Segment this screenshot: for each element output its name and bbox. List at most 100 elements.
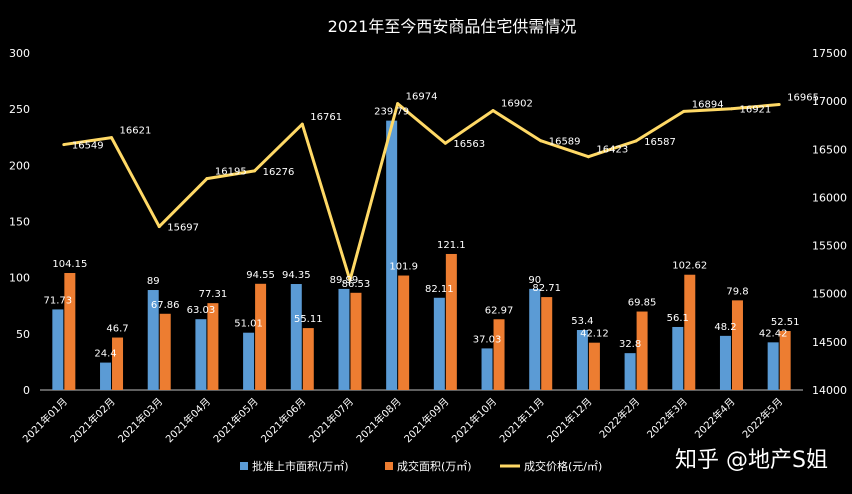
y-right-tick-label: 16000 xyxy=(812,191,847,204)
price-label: 16276 xyxy=(263,167,295,178)
bar-supply-label: 239.79 xyxy=(374,107,409,118)
bar-supply-label: 51.01 xyxy=(234,319,263,330)
bar-supply xyxy=(243,332,255,390)
price-point xyxy=(729,107,733,111)
y-right-tick-label: 14500 xyxy=(812,336,847,349)
bar-sold-label: 121.1 xyxy=(437,240,466,251)
bar-supply-label: 94.35 xyxy=(282,270,311,281)
price-label: 16563 xyxy=(453,139,485,150)
category-label: 2021年10月 xyxy=(449,395,499,445)
price-point xyxy=(205,177,209,181)
y-left-tick-label: 200 xyxy=(9,159,30,172)
price-point xyxy=(586,155,590,159)
bar-supply-label: 89.99 xyxy=(330,275,359,286)
price-label: 16423 xyxy=(596,145,628,156)
price-label: 16549 xyxy=(72,141,104,152)
bar-supply-label: 48.2 xyxy=(714,322,736,333)
price-label: 16965 xyxy=(787,93,819,104)
bar-supply-label: 90 xyxy=(528,275,541,286)
y-right-tick-label: 15500 xyxy=(812,240,847,253)
y-left-tick-label: 0 xyxy=(23,384,30,397)
bar-supply xyxy=(338,288,350,390)
bar-supply-label: 24.4 xyxy=(94,349,116,360)
y-right-tick-label: 14000 xyxy=(812,384,847,397)
bar-sold xyxy=(493,319,505,390)
price-point xyxy=(253,169,257,173)
value-labels: 71.73 104.15 24.4 46.7 89 67.86 63.03 77.31 51.0… xyxy=(44,92,819,360)
bar-sold xyxy=(64,273,76,390)
price-point xyxy=(62,143,66,147)
price-label: 16974 xyxy=(406,92,438,103)
bar-sold xyxy=(445,253,457,390)
bar-sold-label: 102.62 xyxy=(672,261,707,272)
bar-sold-label: 79.8 xyxy=(726,286,748,297)
bar-sold xyxy=(731,300,743,390)
bar-supply xyxy=(672,326,684,390)
category-label: 2021年06月 xyxy=(258,395,308,445)
price-label: 15697 xyxy=(167,223,199,234)
bar-sold xyxy=(588,342,600,390)
category-label: 2022年5月 xyxy=(739,395,785,441)
y-right-tick-label: 16500 xyxy=(812,143,847,156)
bar-sold xyxy=(779,331,791,390)
price-point xyxy=(777,103,781,107)
bar-sold xyxy=(112,337,124,390)
y-right-tick-label: 17500 xyxy=(812,47,847,60)
price-point xyxy=(443,141,447,145)
category-label: 2021年07月 xyxy=(306,395,356,445)
bar-supply-label: 89 xyxy=(147,276,160,287)
legend-label: 成交价格(元/㎡) xyxy=(524,459,602,473)
bar-sold xyxy=(350,292,362,390)
bar-supply xyxy=(576,330,588,390)
bar-supply-label: 56.1 xyxy=(667,313,689,324)
bar-sold-label: 42.12 xyxy=(580,329,609,340)
watermark: 知乎 @地产S姐 xyxy=(675,448,828,473)
category-label: 2021年11月 xyxy=(497,395,547,445)
price-label: 16921 xyxy=(739,105,771,116)
chart-title: 2021年至今西安商品住宅供需情况 xyxy=(328,17,577,36)
bar-sold-label: 82.71 xyxy=(532,283,561,294)
bar-sold-label: 77.31 xyxy=(199,289,228,300)
bar-supply xyxy=(719,335,731,390)
y-left-tick-label: 150 xyxy=(9,216,30,229)
category-label: 2021年03月 xyxy=(115,395,165,445)
category-label: 2022年3月 xyxy=(644,395,690,441)
y-left-tick-label: 50 xyxy=(16,328,30,341)
bars xyxy=(52,120,791,391)
axes: 0 50 100 150 200 250 300 14000 14500 15000 15500 16… xyxy=(9,47,847,397)
y-left-tick-label: 250 xyxy=(9,103,30,116)
price-label: 16589 xyxy=(549,137,581,148)
category-label: 2021年04月 xyxy=(163,395,213,445)
y-right-tick-label: 17000 xyxy=(812,95,847,108)
bar-supply xyxy=(767,342,779,390)
bar-sold-label: 55.11 xyxy=(294,314,323,325)
price-point xyxy=(539,139,543,143)
category-label: 2021年08月 xyxy=(353,395,403,445)
bar-sold-label: 86.53 xyxy=(342,279,371,290)
category-label: 2021年02月 xyxy=(67,395,117,445)
price-point xyxy=(682,109,686,113)
y-right-tick-label: 15000 xyxy=(812,288,847,301)
category-label: 2021年01月 xyxy=(20,395,70,445)
bar-supply xyxy=(481,348,493,390)
price-label: 16621 xyxy=(120,126,152,137)
price-label: 16761 xyxy=(310,112,342,123)
category-label: 2021年09月 xyxy=(401,395,451,445)
legend-label: 成交面积(万㎡) xyxy=(397,459,472,473)
bar-sold xyxy=(159,313,171,390)
bar-sold-label: 101.9 xyxy=(389,262,418,273)
bar-sold xyxy=(541,297,553,390)
bar-supply xyxy=(195,319,207,390)
bar-sold xyxy=(207,303,219,390)
bar-sold-label: 67.86 xyxy=(151,300,180,311)
legend-swatch xyxy=(240,462,248,470)
bar-supply xyxy=(100,362,112,390)
category-label: 2022年4月 xyxy=(692,395,738,441)
bar-supply-label: 82.11 xyxy=(425,284,454,295)
bar-supply-label: 63.03 xyxy=(187,305,216,316)
price-point xyxy=(110,136,114,140)
price-point xyxy=(300,122,304,126)
bar-supply-label: 53.4 xyxy=(571,316,593,327)
